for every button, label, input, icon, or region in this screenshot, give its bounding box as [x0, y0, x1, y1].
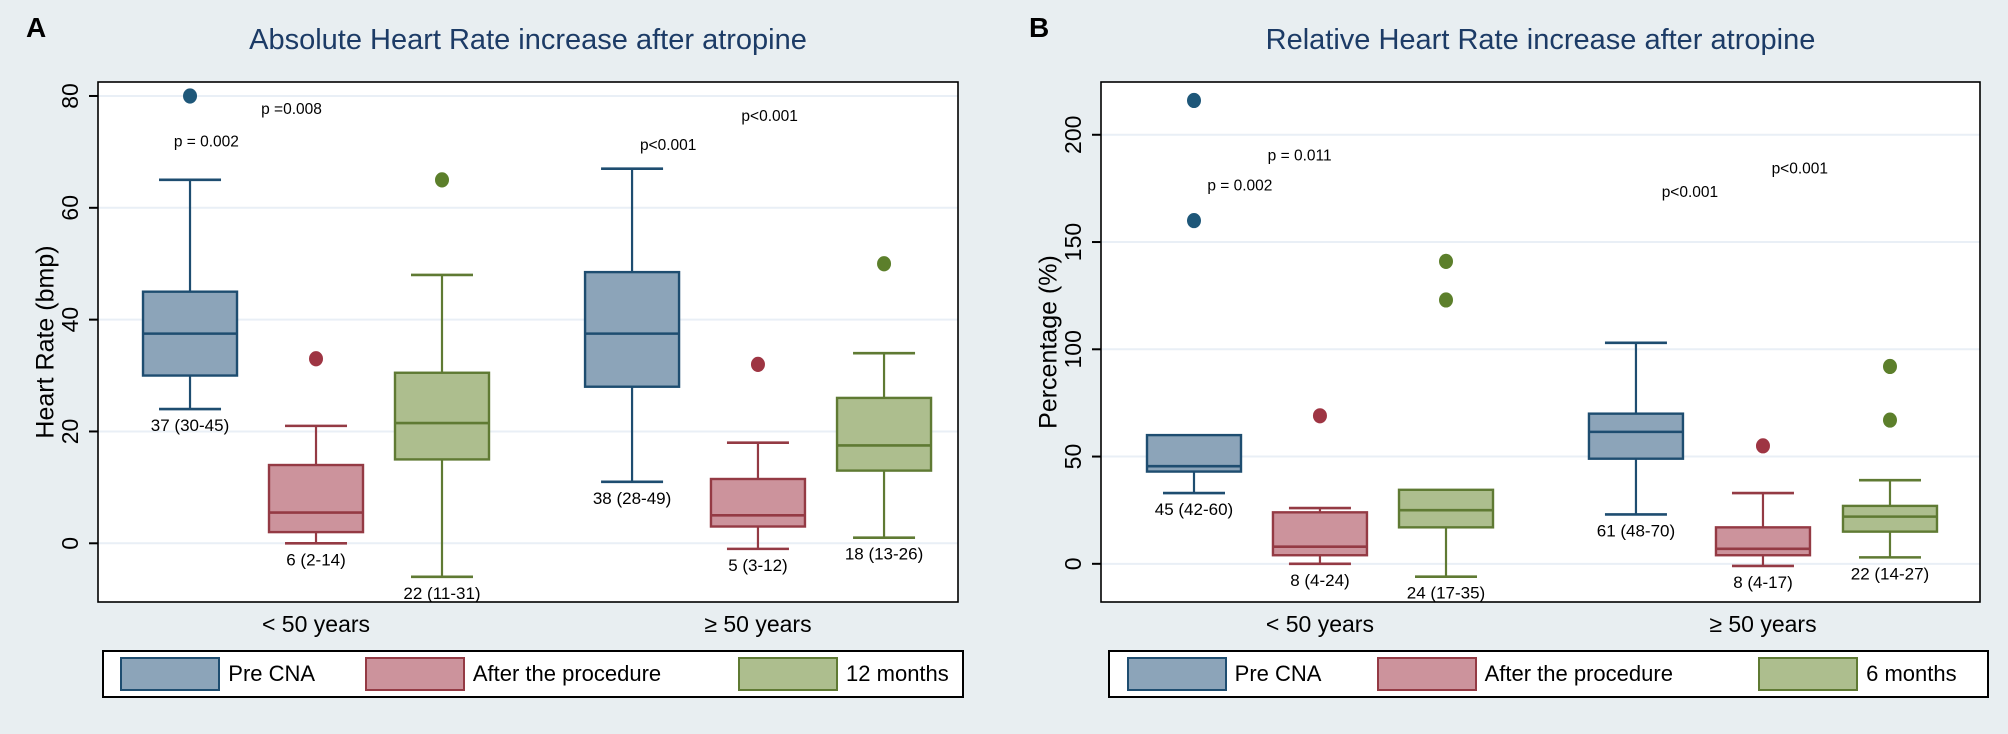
box-pre-cna-group2: 38 (28-49) [583, 167, 681, 508]
box-follow-up-group1: 24 (17-35) [1397, 253, 1495, 603]
panel-a-plot: 0 20 40 60 80 37 (30-45) 6 (2-14) 22 (11-31) 38 … [57, 81, 959, 637]
legend-swatch-pre-cna [1126, 657, 1227, 691]
legend-label-after-procedure: After the procedure [1484, 661, 1673, 686]
median-iqr-label: 24 (17-35) [1407, 584, 1485, 603]
iqr-box [709, 477, 807, 528]
panel-b-letter: B [1029, 12, 1050, 43]
y-tick-label: 200 [1060, 116, 1086, 154]
y-tick-label: 40 [57, 307, 83, 333]
box-pre-cna-group1: 37 (30-45) [141, 88, 239, 435]
p-value-annotation: p = 0.002 [174, 133, 239, 150]
legend-swatch-after-procedure [364, 657, 465, 691]
outlier-dot [435, 172, 449, 188]
median-iqr-label: 22 (14-27) [1851, 564, 1929, 583]
legend-swatch-pre-cna [120, 657, 221, 691]
outlier-dot [183, 88, 198, 104]
median-iqr-label: 18 (13-26) [845, 545, 923, 564]
legend-swatch-after-procedure [1376, 657, 1477, 691]
y-tick-label: 150 [1060, 223, 1086, 261]
median-iqr-label: 22 (11-31) [403, 584, 480, 603]
y-tick-label: 0 [57, 537, 83, 550]
panel-a-y-axis-label: Heart Rate (bmp) [31, 245, 60, 439]
iqr-box [1397, 488, 1495, 529]
outlier-dot [750, 356, 765, 372]
p-value-annotation: p<0.001 [1772, 160, 1828, 177]
box-after-procedure-group2: 5 (3-12) [709, 356, 807, 575]
y-tick-label: 50 [1060, 444, 1086, 470]
panel-b-y-axis-label: Percentage (%) [1034, 255, 1063, 429]
median-iqr-label: 6 (2-14) [286, 550, 346, 569]
outlier-dot [1439, 253, 1454, 269]
x-group-label: ≥ 50 years [1709, 611, 1816, 637]
legend-label-after-procedure: After the procedure [472, 661, 662, 686]
plot-background [98, 82, 958, 602]
legend-swatch-follow-up [738, 657, 839, 691]
iqr-box [1841, 504, 1939, 533]
iqr-box [1714, 526, 1812, 557]
iqr-box [583, 270, 681, 388]
plot-frame [1100, 81, 1981, 603]
panel-b-legend: Pre CNA After the procedure 6 months [1108, 650, 1989, 698]
outlier-dot [1755, 438, 1770, 454]
median-iqr-label: 8 (4-17) [1733, 573, 1793, 592]
outlier-dot [1882, 412, 1897, 428]
p-value-annotation: p<0.001 [741, 108, 797, 125]
median-iqr-label: 5 (3-12) [728, 556, 788, 575]
median-iqr-label: 38 (28-49) [593, 489, 671, 508]
panel-b-plot: 0 50 100 150 200 45 (42-60) 8 (4-24) 24 (17-35)… [1060, 81, 1981, 637]
outlier-dot [309, 351, 324, 367]
box-after-procedure-group1: 6 (2-14) [267, 351, 365, 569]
box-follow-up-group1: 22 (11-31) [393, 172, 491, 603]
median-iqr-label: 45 (42-60) [1155, 500, 1233, 519]
iqr-box [393, 371, 491, 461]
outlier-dot [1312, 408, 1327, 424]
outlier-dot [877, 256, 892, 272]
y-tick-label: 100 [1060, 330, 1086, 368]
legend-label-follow-up: 12 months [846, 661, 949, 686]
outlier-dot [1186, 212, 1201, 229]
y-tick-label: 0 [1060, 557, 1086, 570]
box-pre-cna-group2: 61 (48-70) [1587, 341, 1685, 540]
legend-swatch-follow-up [1758, 657, 1859, 691]
p-value-annotation: p = 0.002 [1207, 178, 1272, 195]
panel-a-legend: Pre CNA After the procedure 12 months [102, 650, 964, 698]
y-tick-label: 80 [57, 83, 83, 109]
box-follow-up-group2: 22 (14-27) [1841, 358, 1939, 583]
iqr-box [267, 463, 365, 534]
median-iqr-label: 37 (30-45) [151, 416, 229, 435]
box-after-procedure-group1: 8 (4-24) [1271, 408, 1369, 590]
x-group-label: < 50 years [1266, 611, 1374, 637]
panel-b-title: Relative Heart Rate increase after atrop… [1265, 24, 1816, 56]
p-value-annotation: p =0.008 [261, 101, 322, 118]
y-tick-label: 20 [57, 419, 83, 445]
legend-label-follow-up: 6 months [1866, 661, 1957, 686]
p-value-annotation: p<0.001 [1662, 184, 1718, 201]
plot-frame [97, 81, 959, 603]
box-follow-up-group2: 18 (13-26) [835, 256, 933, 564]
box-after-procedure-group2: 8 (4-17) [1714, 438, 1812, 592]
iqr-box [1271, 511, 1369, 557]
iqr-box [1587, 412, 1685, 460]
legend-label-pre-cna: Pre CNA [228, 661, 316, 686]
x-group-label: ≥ 50 years [704, 611, 811, 637]
legend-label-pre-cna: Pre CNA [1234, 661, 1322, 686]
x-group-label: < 50 years [262, 611, 370, 637]
median-iqr-label: 61 (48-70) [1597, 521, 1675, 540]
y-tick-label: 60 [57, 195, 83, 221]
panel-a-title: Absolute Heart Rate increase after atrop… [249, 24, 807, 56]
p-value-annotation: p = 0.011 [1268, 148, 1332, 165]
outlier-dot [1186, 92, 1201, 109]
median-iqr-label: 8 (4-24) [1290, 571, 1350, 590]
p-value-annotation: p<0.001 [640, 137, 696, 154]
plot-background [1101, 82, 1980, 602]
outlier-dot [1882, 358, 1897, 375]
panel-a-letter: A [26, 12, 47, 43]
iqr-box [835, 396, 933, 472]
outlier-dot [1439, 292, 1454, 308]
box-pre-cna-group1: 45 (42-60) [1145, 92, 1243, 519]
